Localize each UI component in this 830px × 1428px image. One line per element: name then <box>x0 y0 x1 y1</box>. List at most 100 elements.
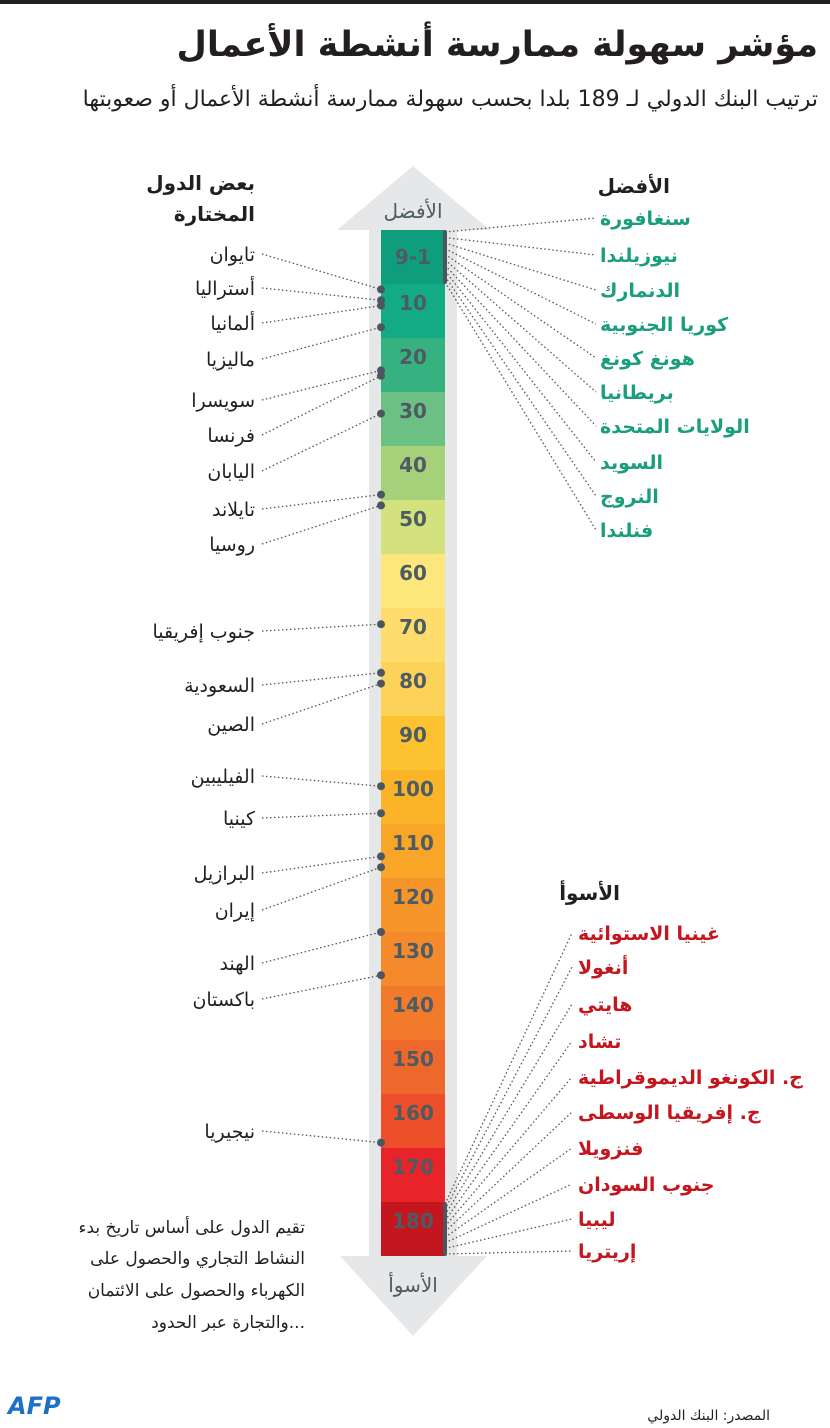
leader-line <box>444 270 597 463</box>
selected-country-label: روسيا <box>209 534 255 556</box>
leader-line <box>261 974 382 1000</box>
rank-dot <box>377 490 385 499</box>
selected-country-label: فرنسا <box>207 425 255 447</box>
selected-country-label: إيران <box>215 900 255 923</box>
scale-band <box>381 338 445 392</box>
footnote: تقيم الدول على أساس تاريخ بدء النشاط الت… <box>79 1216 306 1333</box>
best-country-label: نيوزيلندا <box>600 245 678 267</box>
scale-band <box>381 824 445 878</box>
rank-dot <box>377 863 385 872</box>
rank-dot <box>377 371 385 380</box>
leader-line <box>444 1076 573 1227</box>
scale-band <box>381 1148 445 1202</box>
selected-country-label: جنوب إفريقيا <box>153 621 256 644</box>
leader-line <box>444 264 597 427</box>
scale-band-label: 170 <box>392 1155 434 1179</box>
best-heading: الأفضل <box>598 173 670 198</box>
worst-heading: الأسوأ <box>559 879 620 905</box>
selected-heading-line2: المختارة <box>174 202 255 226</box>
scale-band <box>381 932 445 986</box>
scale-band-label: 70 <box>399 615 427 639</box>
scale-band <box>381 500 445 554</box>
leader-line <box>261 775 382 787</box>
scale-band <box>381 1094 445 1148</box>
rank-dot <box>377 301 385 310</box>
scale-band <box>381 230 445 284</box>
selected-country-label: السعودية <box>184 675 255 697</box>
selected-country-label: تايوان <box>210 244 255 266</box>
selected-country-label: ألمانيا <box>210 311 255 335</box>
best-country-label: هونغ كونغ <box>600 348 695 370</box>
rank-dot <box>377 323 385 332</box>
selected-country-label: أستراليا <box>195 276 255 300</box>
selected-country-label: باكستان <box>192 989 255 1011</box>
leader-line <box>444 932 573 1205</box>
title: مؤشر سهولة ممارسة أنشطة الأعمال <box>177 21 818 65</box>
selected-country-label: نيجيريا <box>204 1121 255 1143</box>
selected-heading-line1: بعض الدول <box>146 171 255 195</box>
leader-line <box>261 1130 382 1144</box>
best-country-label: بريطانيا <box>600 382 674 404</box>
leader-line <box>261 682 382 725</box>
scale-band-label: 9-1 <box>395 245 431 269</box>
scale-band-label: 80 <box>399 669 427 693</box>
rank-dot <box>377 409 385 418</box>
scale-band-label: 90 <box>399 723 427 747</box>
best-country-label: سنغافورة <box>600 208 691 230</box>
leader-line <box>261 413 382 472</box>
scale-top-label: الأفضل <box>383 199 442 223</box>
selected-country-label: ماليزيا <box>206 349 255 371</box>
selected-country-label: سويسرا <box>191 390 255 412</box>
afp-logo: AFP <box>6 1392 61 1420</box>
scale-band-label: 100 <box>392 777 434 801</box>
worst-country-label: هايتي <box>578 994 632 1016</box>
best-country-label: الدنمارك <box>600 280 680 302</box>
best-country-label: النروج <box>600 486 659 508</box>
scale-band <box>381 1040 445 1094</box>
selected-country-label: الهند <box>219 953 255 975</box>
leader-line <box>261 493 382 510</box>
scale-band <box>381 1202 445 1256</box>
scale-bottom-label: الأسوأ <box>388 1272 438 1297</box>
leader-line <box>261 812 382 819</box>
footnote-line: النشاط التجاري والحصول على <box>90 1249 305 1269</box>
scale-band <box>381 986 445 1040</box>
leader-line <box>444 1183 573 1244</box>
rank-dot <box>377 620 385 629</box>
best-country-label: فنلندا <box>600 520 653 542</box>
scale-band-label: 140 <box>392 993 434 1017</box>
top-rule <box>0 0 830 4</box>
scale-band <box>381 716 445 770</box>
scale-band <box>381 392 445 446</box>
worst-country-label: جنوب السودان <box>578 1174 714 1196</box>
scale-band-label: 180 <box>392 1209 434 1233</box>
leader-line <box>444 1111 573 1233</box>
arrow-down-head <box>340 1256 487 1336</box>
leader-line <box>444 281 597 531</box>
leader-line <box>261 931 382 964</box>
scale-band-label: 10 <box>399 291 427 315</box>
arrow-up-head <box>337 166 490 230</box>
scale-band <box>381 662 445 716</box>
leader-line <box>444 1040 573 1222</box>
subtitle: ترتيب البنك الدولي لـ 189 بلدا بحسب سهول… <box>83 84 818 112</box>
leader-line <box>261 504 382 545</box>
leader-line <box>444 217 597 233</box>
country-labels: تايوان أستراليا ألمانيا ماليزيا سويسرا فرنسا ا… <box>153 208 804 1263</box>
footnote-line: تقيم الدول على أساس تاريخ بدء <box>79 1216 306 1238</box>
leader-line <box>444 259 597 393</box>
leader-lines <box>261 217 597 1256</box>
rank-dot <box>377 285 385 294</box>
scale-band <box>381 770 445 824</box>
rank-dot <box>377 971 385 980</box>
rank-dot <box>377 809 385 818</box>
leader-line <box>444 1218 573 1250</box>
scale-band-label: 120 <box>392 885 434 909</box>
scale-band-label: 20 <box>399 345 427 369</box>
rank-dot <box>377 501 385 510</box>
worst-country-label: غينيا الاستوائية <box>578 923 720 945</box>
leader-line <box>444 236 597 256</box>
worst-country-label: ج. الكونغو الديموقراطية <box>578 1067 803 1089</box>
source: المصدر: البنك الدولي <box>647 1408 770 1424</box>
leader-line <box>261 253 382 291</box>
